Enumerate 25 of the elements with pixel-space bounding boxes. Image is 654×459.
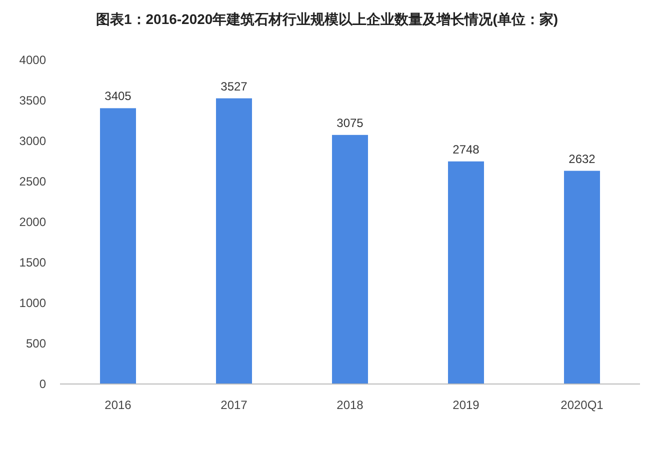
x-tick-label: 2019	[452, 398, 480, 412]
bar	[100, 108, 136, 384]
x-tick-label: 2017	[220, 398, 248, 412]
bar	[216, 98, 252, 384]
bar	[332, 134, 368, 384]
y-tick-label: 1500	[19, 256, 46, 270]
chart-title: 图表1：2016-2020年建筑石材行业规模以上企业数量及增长情况(单位：家)	[96, 11, 558, 27]
x-tick-label: 2018	[336, 398, 364, 412]
y-tick-label: 2500	[19, 174, 46, 188]
y-tick-label: 500	[26, 336, 46, 350]
data-label: 2748	[452, 142, 480, 156]
y-tick-label: 2000	[19, 215, 46, 229]
data-label: 3527	[220, 79, 248, 94]
y-tick-label: 0	[39, 377, 46, 391]
y-tick-label: 3000	[19, 134, 46, 148]
bar	[448, 161, 484, 384]
bar	[564, 170, 600, 384]
y-tick-label: 3500	[19, 94, 46, 108]
data-label: 3405	[104, 89, 132, 104]
data-label: 3075	[336, 116, 364, 130]
data-label: 2632	[568, 152, 596, 166]
x-tick-label: 2020Q1	[560, 398, 604, 412]
y-tick-label: 4000	[19, 53, 46, 67]
x-tick-label: 2016	[104, 398, 132, 412]
y-tick-label: 1000	[19, 296, 46, 310]
